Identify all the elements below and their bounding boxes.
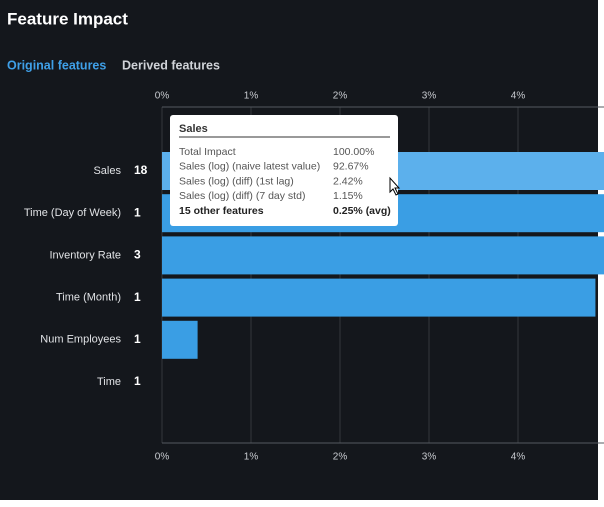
- bar: [162, 320, 198, 359]
- tab[interactable]: Original features: [7, 58, 106, 72]
- tooltip-label: Sales (log) (naive latest value): [179, 161, 320, 173]
- tooltip-value: 100.00%: [333, 146, 374, 158]
- y-tick-label: Time: [97, 376, 121, 388]
- tooltip-label: Sales (log) (diff) (7 day std): [179, 190, 305, 202]
- tooltip-value: 1.15%: [333, 190, 363, 202]
- feature-count: 1: [134, 332, 141, 346]
- tooltip-label: 15 other features: [179, 205, 264, 217]
- tooltip-value: 2.42%: [333, 175, 363, 187]
- tooltip-label: Total Impact: [179, 146, 236, 158]
- feature-count: 1: [134, 290, 141, 304]
- tooltip-value: 92.67%: [333, 161, 369, 173]
- tooltip-value: 0.25% (avg): [333, 205, 391, 217]
- y-tick-label: Num Employees: [40, 334, 121, 346]
- x-tick-label: 0%: [155, 452, 170, 463]
- x-tick-label: 4%: [511, 452, 526, 463]
- feature-count: 1: [134, 374, 141, 388]
- x-tick-label: 3%: [422, 91, 437, 102]
- page-title: Feature Impact: [7, 9, 128, 28]
- bar: [162, 236, 604, 275]
- tooltip-label: Sales (log) (diff) (1st lag): [179, 175, 294, 187]
- x-tick-label: 3%: [422, 452, 437, 463]
- tooltip-title: Sales: [179, 123, 208, 135]
- x-tick-label: 2%: [333, 91, 348, 102]
- y-tick-label: Inventory Rate: [49, 249, 121, 261]
- y-tick-label: Sales: [93, 165, 121, 177]
- y-tick-label: Time (Month): [56, 292, 121, 304]
- x-tick-label: 1%: [244, 452, 259, 463]
- tooltip: [170, 115, 398, 226]
- x-tick-label: 4%: [511, 91, 526, 102]
- y-tick-label: Time (Day of Week): [24, 207, 121, 219]
- bar: [162, 278, 596, 317]
- x-tick-label: 2%: [333, 452, 348, 463]
- x-tick-label: 1%: [244, 91, 259, 102]
- x-tick-label: 0%: [155, 91, 170, 102]
- feature-count: 1: [134, 205, 141, 219]
- feature-count: 18: [134, 163, 148, 177]
- tab[interactable]: Derived features: [122, 58, 220, 72]
- mouse-cursor: [389, 176, 401, 196]
- feature-count: 3: [134, 248, 141, 262]
